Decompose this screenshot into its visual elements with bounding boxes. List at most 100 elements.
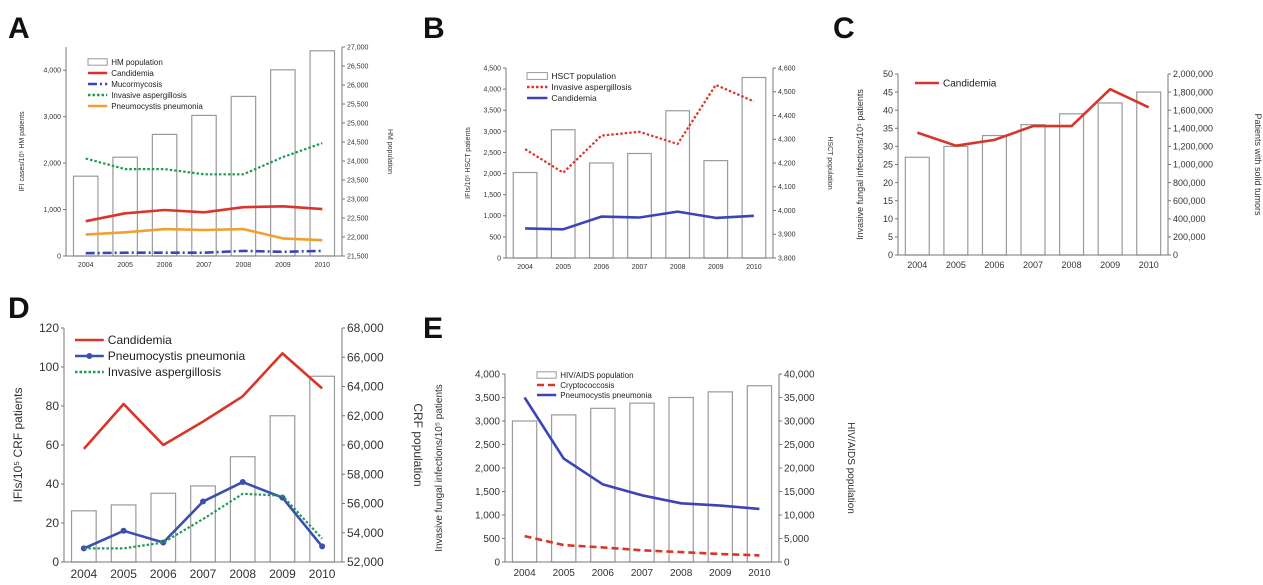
panel-b: B 0 500 1,000 1,500 2,000 2,500 3,000 3,500 4,000… (423, 12, 833, 271)
y2-tick-label: 24,000 (347, 158, 369, 165)
y-axis-title: Invasive fungal infections/10⁵ patients (434, 384, 445, 552)
y-tick-label: 1,000 (483, 213, 501, 220)
x-tick-label: 2006 (592, 568, 615, 579)
legend: Candidemia Pneumocystis pneumonia Invasive… (75, 333, 246, 379)
panel-e: E 0 500 1,000 1,500 2,000 2,500 3,000 3,500 4,000… (423, 312, 856, 579)
y2-tick-label: 66,000 (347, 350, 384, 364)
y2-tick-label: 15,000 (784, 487, 815, 498)
y2-tick-label: 4,300 (778, 137, 796, 144)
y2-tick-label: 3,800 (778, 255, 796, 262)
bar (269, 415, 296, 563)
y2-tick-label: 25,000 (784, 440, 815, 451)
series-line (523, 396, 760, 511)
y2-tick-label: 3,900 (778, 232, 796, 239)
y-tick-label: 45 (883, 87, 893, 97)
series-line (916, 87, 1150, 147)
y-tick-label: 10 (883, 214, 893, 224)
y-axis-title: Invasive fungal infections/10⁵ patients (855, 89, 865, 240)
y2-tick-label: 1,000,000 (1173, 160, 1213, 170)
y-tick-label: 3,000 (475, 417, 500, 428)
y-axis-title: IFIs/10⁵ HSCT patients (465, 127, 472, 199)
y2-tick-label: 2,000,000 (1173, 69, 1213, 79)
y-tick-label: 40 (46, 477, 60, 491)
y-tick-label: 3,000 (43, 114, 61, 121)
series-line (82, 352, 323, 450)
y-tick-label: 60 (46, 438, 60, 452)
series-line (85, 227, 323, 242)
y2-tick-label: 27,000 (347, 44, 369, 51)
y2-tick-label: 26,000 (347, 82, 369, 89)
legend-marker (86, 353, 93, 359)
y2-tick-label: 68,000 (347, 321, 384, 335)
y2-tick-label: 4,600 (778, 65, 796, 72)
series-line (85, 249, 323, 255)
series-point (120, 527, 127, 534)
x-tick-label: 2009 (708, 264, 724, 271)
y2-tick-label: 62,000 (347, 409, 384, 423)
y-tick-label: 35 (883, 123, 893, 133)
y2-tick-label: 5,000 (784, 534, 809, 545)
y2-tick-label: 35,000 (784, 393, 815, 404)
y-tick-label: 1,500 (483, 192, 501, 199)
bar (707, 391, 734, 563)
x-tick-label: 2005 (555, 264, 571, 271)
legend-swatch (87, 58, 108, 66)
y-tick-label: 15 (883, 196, 893, 206)
bar (904, 156, 930, 256)
x-tick-label: 2007 (196, 262, 212, 269)
y-tick-label: 40 (883, 105, 893, 115)
x-tick-label: 2006 (984, 260, 1004, 270)
y2-tick-label: 0 (784, 558, 790, 569)
x-tick-label: 2006 (594, 264, 610, 271)
bar (627, 152, 652, 259)
x-tick-label: 2004 (513, 568, 536, 579)
y2-tick-label: 1,800,000 (1173, 87, 1213, 97)
x-tick-label: 2007 (190, 567, 217, 581)
panel-letter: E (423, 312, 443, 345)
y-tick-label: 100 (39, 360, 59, 374)
legend-label: Candidemia (551, 93, 597, 103)
y2-tick-label: 64,000 (347, 380, 384, 394)
bar (668, 396, 694, 563)
legend-label: Cryptococcosis (560, 381, 614, 390)
y-tick-label: 2,000 (43, 161, 61, 168)
x-tick-label: 2004 (517, 264, 533, 271)
y-tick-label: 0 (497, 255, 501, 262)
legend-swatch (526, 72, 548, 80)
y-tick-label: 0 (888, 250, 893, 260)
bar (703, 160, 729, 259)
legend-label: Invasive aspergillosis (108, 365, 221, 379)
series-point (200, 498, 206, 505)
x-tick-label: 2009 (1100, 260, 1120, 270)
y2-tick-label: 4,400 (778, 113, 796, 120)
y2-tick-label: 22,500 (347, 215, 369, 222)
y2-tick-label: 20,000 (784, 464, 815, 475)
x-tick-label: 2008 (229, 567, 256, 581)
x-tick-label: 2009 (709, 568, 732, 579)
x-tick-label: 2007 (1023, 260, 1043, 270)
bar (70, 510, 97, 563)
y-axis-title: IFIs/10⁵ CRF patients (11, 387, 25, 502)
y2-tick-label: 10,000 (784, 511, 815, 522)
y-tick-label: 1,000 (475, 511, 500, 522)
bar (309, 50, 336, 257)
y2-tick-label: 26,500 (347, 63, 369, 70)
bar (191, 114, 217, 257)
legend: HM population Candidemia Mucormycosis Invas… (87, 58, 203, 111)
y-tick-label: 1,000 (43, 207, 61, 214)
bar (1020, 124, 1046, 256)
y-tick-label: 5 (888, 232, 893, 242)
legend-label: Candidemia (111, 69, 154, 78)
series-point (80, 545, 87, 552)
x-tick-label: 2004 (71, 567, 98, 581)
y2-tick-label: 60,000 (347, 438, 384, 452)
bar (151, 133, 178, 257)
y-tick-label: 3,000 (483, 129, 501, 136)
y2-tick-label: 0 (1173, 250, 1178, 260)
x-tick-label: 2007 (631, 568, 654, 579)
bar (150, 492, 177, 563)
y2-axis-title: HSCT population (826, 136, 833, 189)
bar (511, 420, 538, 563)
